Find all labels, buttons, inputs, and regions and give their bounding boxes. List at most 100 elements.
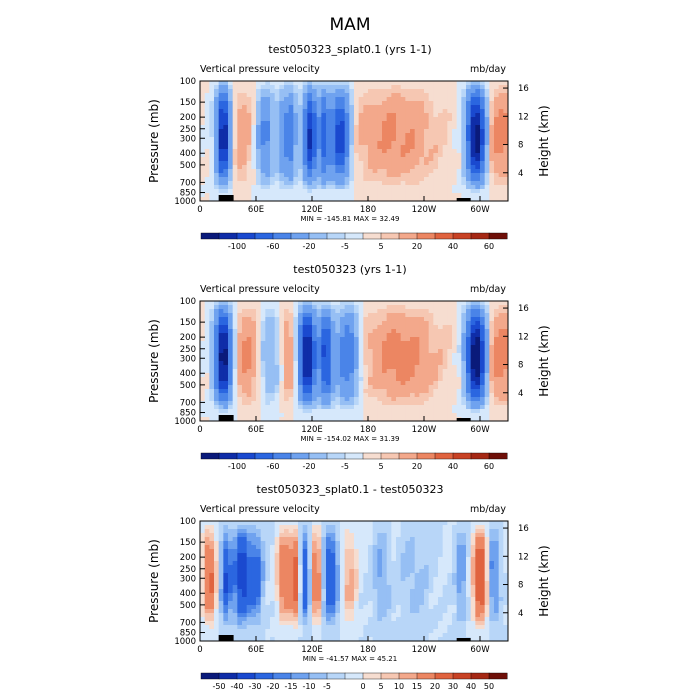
heatmap-cell [293,153,299,158]
heatmap-cell [358,133,364,138]
heatmap-cell [288,157,294,162]
heatmap-cell [298,141,304,146]
heatmap-cell [223,573,229,578]
heatmap-cell [330,109,336,114]
heatmap-cell [232,325,238,330]
heatmap-cell [307,329,313,334]
heatmap-cell [237,377,243,382]
heatmap-cell [340,117,346,122]
heatmap-cell [335,189,341,194]
heatmap-cell [246,377,252,382]
heatmap-cell [274,137,280,142]
heatmap-cell [274,309,280,314]
heatmap-cell [279,373,285,378]
heatmap-cell [438,369,444,374]
heatmap-cell [288,373,294,378]
heatmap-cell [340,313,346,318]
heatmap-cell [214,557,220,562]
heatmap-cell [218,369,224,374]
heatmap-cell [223,89,229,94]
heatmap-cell [414,197,420,202]
heatmap-cell [307,181,313,186]
heatmap-cell [209,409,215,414]
heatmap-cell [214,341,220,346]
heatmap-cell [396,345,402,350]
heatmap-cell [358,409,364,414]
heatmap-cell [349,549,355,554]
heatmap-cell [265,349,271,354]
heatmap-cell [424,137,430,142]
heatmap-cell [312,153,318,158]
heatmap-cell [237,121,243,126]
heatmap-cell [442,109,448,114]
heatmap-cell [335,525,341,530]
heatmap-cell [461,321,467,326]
heatmap-cell [209,549,215,554]
heatmap-cell [475,533,481,538]
heatmap-cell [335,113,341,118]
heatmap-cell [232,105,238,110]
heatmap-cell [214,197,220,202]
heatmap-cell [298,345,304,350]
heatmap-cell [484,165,490,170]
heatmap-cell [251,137,257,142]
heatmap-cell [256,521,262,526]
heatmap-cell [237,197,243,202]
heatmap-cell [368,337,374,342]
heatmap-cell [424,89,430,94]
heatmap-cell [396,401,402,406]
heatmap-cell [414,529,420,534]
heatmap-cell [279,353,285,358]
heatmap-cell [452,317,458,322]
heatmap-cell [344,549,350,554]
heatmap-cell [447,361,453,366]
heatmap-cell [433,105,439,110]
heatmap-cell [204,529,210,534]
heatmap-cell [349,545,355,550]
heatmap-cell [251,153,257,158]
heatmap-cell [480,109,486,114]
heatmap-cell [204,309,210,314]
heatmap-cell [405,545,411,550]
colorbar-swatch [326,232,346,240]
heatmap-cell [419,345,425,350]
heatmap-cell [330,545,336,550]
heatmap-cell [218,157,224,162]
heatmap-cell [475,133,481,138]
heatmap-cell [228,377,234,382]
heatmap-cell [400,309,406,314]
heatmap-cell [452,569,458,574]
heatmap-cell [335,385,341,390]
heatmap-cell [368,141,374,146]
heatmap-cell [470,569,476,574]
heatmap-cell [274,165,280,170]
heatmap-cell [372,117,378,122]
heatmap-cell [363,145,369,150]
heatmap-cell [396,165,402,170]
heatmap-cell [232,121,238,126]
heatmap-cell [302,413,308,418]
colorbar-swatch [254,452,274,460]
heatmap-cell [284,101,290,106]
heatmap-cell [414,381,420,386]
heatmap-cell [358,97,364,102]
heatmap-cell [302,321,308,326]
heatmap-cell [288,401,294,406]
heatmap-cell [438,377,444,382]
heatmap-cell [312,313,318,318]
heatmap-cell [428,153,434,158]
heatmap-cell [484,369,490,374]
heatmap-cell [377,153,383,158]
heatmap-cell [503,369,509,374]
heatmap-cell [382,161,388,166]
heatmap-cell [400,161,406,166]
heatmap-cell [256,137,262,142]
heatmap-cell [288,397,294,402]
heatmap-cell [424,305,430,310]
heatmap-cell [321,545,327,550]
heatmap-cell [503,85,509,90]
heatmap-cell [232,169,238,174]
heatmap-cell [288,313,294,318]
heatmap-cell [363,133,369,138]
heatmap-cell [433,533,439,538]
